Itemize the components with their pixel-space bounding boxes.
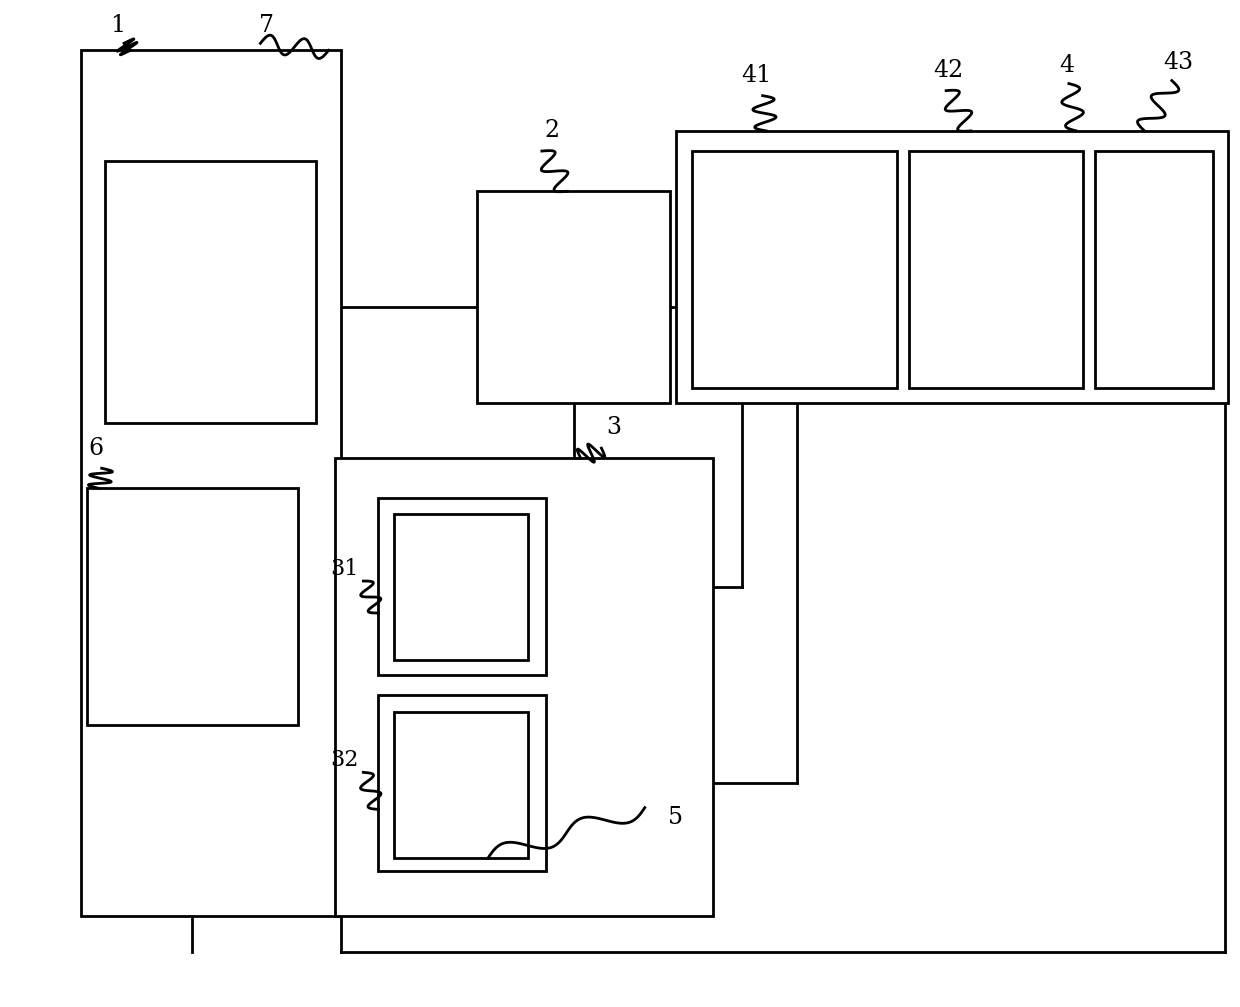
Bar (692, 151, 897, 388)
Text: 6: 6 (88, 437, 103, 459)
Bar (477, 191, 670, 403)
Text: 42: 42 (934, 59, 963, 82)
Text: 2: 2 (544, 120, 559, 142)
Text: 7: 7 (259, 14, 274, 36)
Bar (81, 50, 341, 916)
Bar (909, 151, 1083, 388)
Text: 32: 32 (331, 749, 358, 771)
Text: 1: 1 (110, 14, 125, 36)
Bar (394, 712, 528, 858)
Text: 41: 41 (742, 64, 771, 87)
Bar (394, 514, 528, 660)
Text: 31: 31 (331, 558, 358, 580)
Text: 4: 4 (1059, 54, 1074, 77)
Bar (105, 161, 316, 423)
Text: 3: 3 (606, 417, 621, 439)
Bar (378, 695, 546, 871)
Bar (87, 488, 298, 725)
Text: 5: 5 (668, 807, 683, 829)
Bar (378, 498, 546, 675)
Text: 43: 43 (1163, 51, 1193, 74)
Bar (1095, 151, 1213, 388)
Bar (335, 458, 713, 916)
Bar (676, 131, 1228, 403)
